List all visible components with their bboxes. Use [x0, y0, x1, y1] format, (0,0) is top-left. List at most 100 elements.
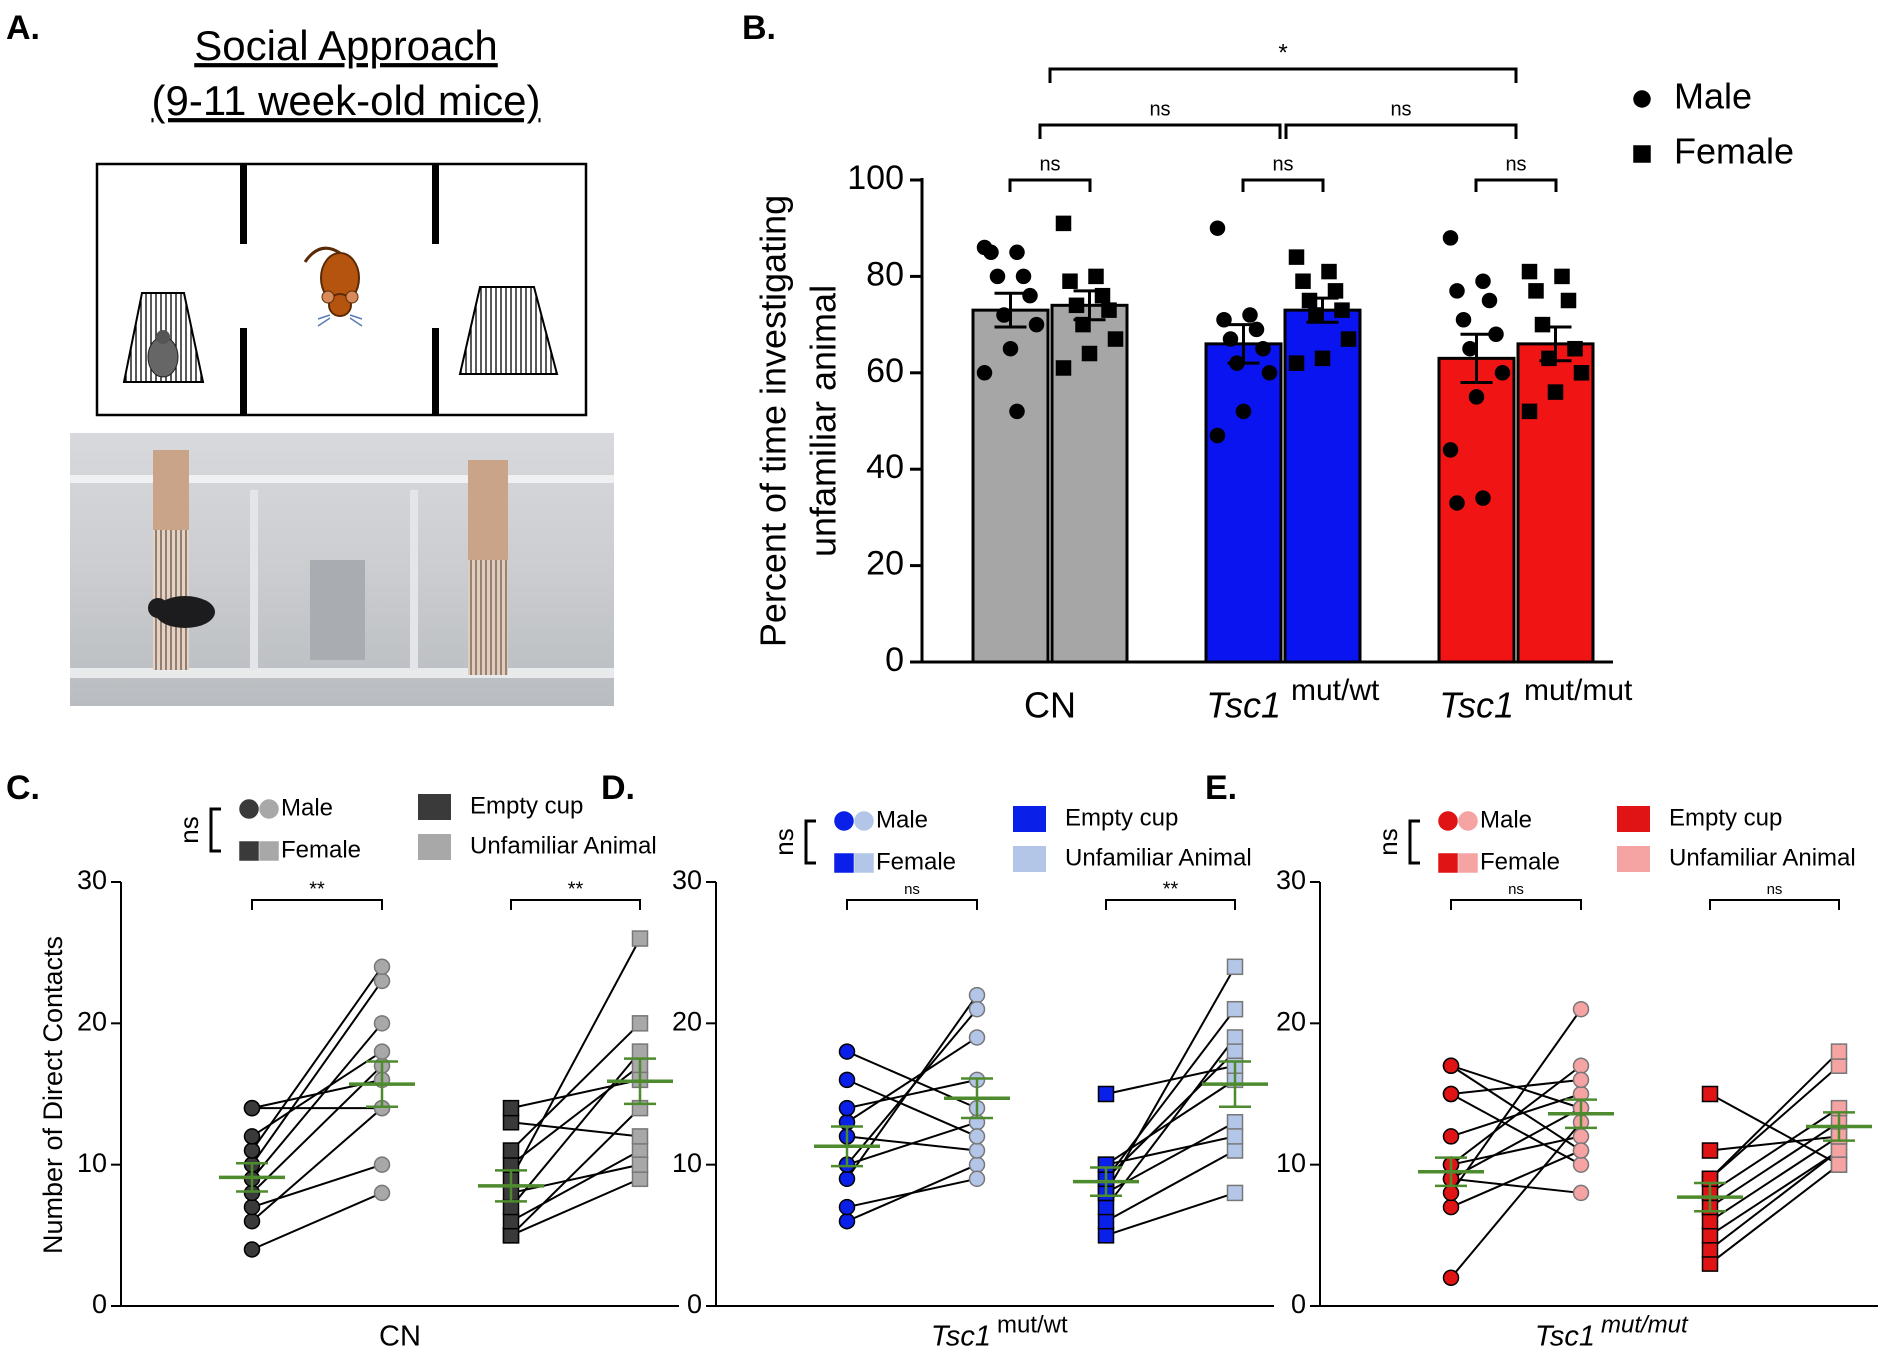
- data-point: [1340, 331, 1357, 347]
- sem-bar: [366, 1060, 398, 1108]
- data-point: [631, 1043, 649, 1060]
- data-point: [1560, 292, 1577, 309]
- legend-marker: [854, 853, 874, 873]
- data-point: [243, 1142, 261, 1159]
- data-point: [1475, 273, 1491, 289]
- data-point: [968, 1170, 986, 1188]
- pair-line: [846, 1078, 978, 1138]
- data-point: [989, 268, 1006, 285]
- significance-label: *: [1278, 39, 1287, 66]
- data-point: [1442, 442, 1459, 458]
- data-point: [1701, 1142, 1719, 1159]
- legend-swatch: [1013, 846, 1046, 872]
- significance-label: ns: [904, 881, 920, 898]
- data-point: [1547, 384, 1564, 400]
- error-bar: [1460, 332, 1493, 384]
- error-bar: [1539, 325, 1572, 363]
- data-point: [1442, 1128, 1460, 1145]
- legend-marker: [854, 811, 874, 831]
- data-point: [968, 1029, 986, 1046]
- legend-label: Male: [281, 794, 333, 821]
- data-point: [631, 930, 649, 947]
- panel-label: D.: [601, 769, 635, 807]
- significance-label: ns: [1149, 98, 1170, 120]
- significance-bracket: [1038, 123, 1282, 139]
- y-axis-label: unfamiliar animal: [803, 285, 844, 557]
- pair-line: [510, 938, 641, 1180]
- legend-swatch: [1617, 846, 1650, 872]
- y-tick-label: 20: [77, 1006, 107, 1036]
- bar: [971, 308, 1050, 664]
- data-point: [838, 1212, 856, 1230]
- data-point: [968, 1156, 986, 1173]
- pair-line: [510, 1121, 641, 1138]
- pair-line: [1709, 1093, 1840, 1166]
- data-point: [1097, 1227, 1115, 1244]
- data-point: [968, 986, 986, 1004]
- legend-label: Empty cup: [1669, 804, 1782, 831]
- legend-label: Male: [1674, 76, 1752, 117]
- y-tick-label: 100: [847, 159, 904, 197]
- data-point: [1455, 312, 1472, 328]
- legend-marker: [259, 841, 279, 861]
- significance-bracket: [1474, 178, 1558, 192]
- legend-label: Unfamiliar Animal: [1065, 844, 1252, 871]
- data-point: [243, 1198, 261, 1216]
- data-point: [838, 1099, 856, 1117]
- pair-line: [251, 980, 383, 1166]
- data-point: [1572, 1057, 1590, 1074]
- data-point: [631, 1156, 649, 1173]
- pair-line: [510, 1107, 641, 1237]
- pair-line: [251, 966, 383, 1152]
- significance-bracket: [1450, 899, 1582, 910]
- data-point: [1028, 316, 1045, 333]
- data-point: [1261, 365, 1278, 381]
- legend-swatch: [1617, 806, 1650, 832]
- significance-bracket: [1105, 899, 1236, 910]
- data-point: [838, 1071, 856, 1089]
- pair-line: [510, 1177, 641, 1237]
- data-point: [631, 1170, 649, 1188]
- data-point: [243, 1128, 261, 1145]
- pair-line: [846, 1078, 978, 1110]
- data-point: [1475, 490, 1491, 506]
- data-point: [373, 1015, 391, 1032]
- sem-bar: [1565, 1098, 1597, 1130]
- data-point: [968, 1000, 986, 1018]
- data-point: [373, 1184, 391, 1202]
- data-point: [1002, 340, 1019, 357]
- significance-bracket: [1284, 123, 1518, 139]
- data-point: [1226, 1029, 1244, 1046]
- data-point: [1521, 263, 1538, 280]
- legend-label: Unfamiliar Animal: [470, 832, 657, 859]
- significance-bracket: [1048, 67, 1518, 83]
- pair-line: [1450, 1107, 1582, 1180]
- data-point: [1222, 331, 1239, 347]
- data-point: [1314, 350, 1331, 367]
- y-tick-label: 0: [92, 1289, 107, 1319]
- data-point: [1062, 273, 1078, 289]
- arena-photo: [70, 433, 614, 706]
- legend-marker: [1438, 853, 1458, 873]
- data-point: [1830, 1142, 1848, 1159]
- significance-label: ns: [1508, 881, 1524, 898]
- legend-label: Male: [876, 806, 928, 833]
- data-point: [1449, 495, 1465, 511]
- pair-line: [1450, 1135, 1582, 1166]
- y-tick-label: 0: [1291, 1289, 1306, 1319]
- legend-marker: [1458, 811, 1478, 831]
- panel-label: C.: [6, 769, 40, 807]
- y-tick-label: 0: [885, 641, 904, 679]
- panel-subtitle: (9-11 week-old mice): [151, 77, 540, 124]
- data-point: [1701, 1241, 1719, 1258]
- pair-line: [251, 1022, 383, 1180]
- legend-label: Unfamiliar Animal: [1669, 844, 1856, 871]
- data-point: [373, 958, 391, 976]
- arena-diagram: [95, 162, 588, 417]
- data-point: [996, 307, 1012, 323]
- data-point: [1015, 268, 1032, 285]
- data-point: [1288, 249, 1305, 265]
- significance-bracket: [510, 899, 641, 910]
- data-point: [1288, 355, 1305, 371]
